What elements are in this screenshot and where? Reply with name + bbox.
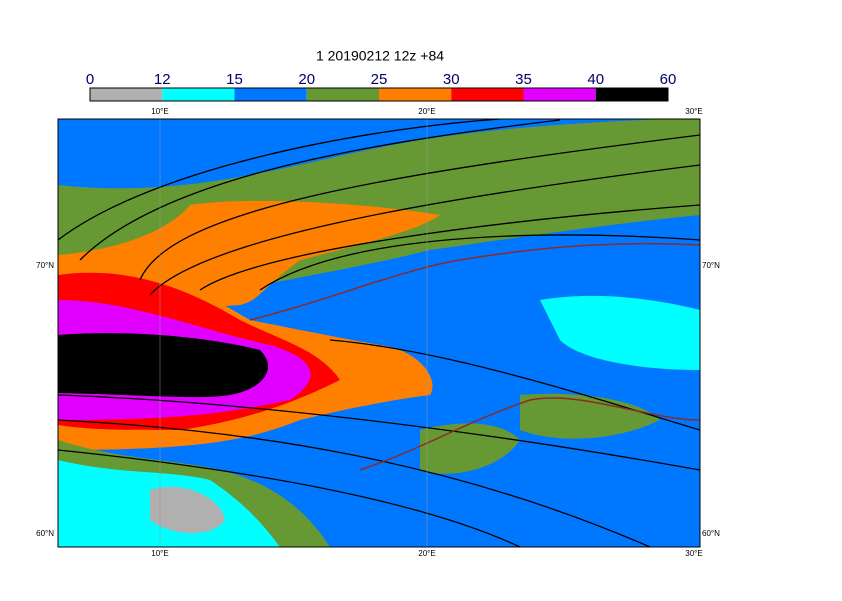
colorbar-segment [306,88,379,101]
colorbar: 0 12 15 20 25 30 35 40 60 [86,71,677,102]
lat-label: 70°N [702,261,720,270]
lat-label: 70°N [36,261,54,270]
lon-label: 10°E [151,549,168,558]
colorbar-segment [162,88,235,101]
coastline [249,242,700,471]
colorbar-label: 15 [226,71,243,88]
colorbar-segment [379,88,452,101]
colorbar-segment [234,88,307,101]
lat-label: 60°N [36,529,54,538]
colorbar-frame [89,87,669,102]
map-field [58,119,700,547]
title: 1 20190212 12z +84 [316,48,444,64]
colorbar-segment [595,88,668,101]
colorbar-segment [523,88,596,101]
colorbar-label: 60 [660,71,677,88]
isobars [58,119,700,547]
colorbar-label: 20 [298,71,315,88]
colorbar-segment [451,88,524,101]
colorbar-label: 25 [371,71,388,88]
colorbar-segment [90,88,163,101]
lon-label: 30°E [685,549,702,558]
colorbar-label: 35 [515,71,532,88]
map-frame [57,118,701,548]
lon-label: 20°E [418,107,435,116]
graticule [159,119,428,547]
colorbar-label: 30 [443,71,460,88]
colorbar-label: 0 [86,71,94,88]
lon-label: 10°E [151,107,168,116]
lon-label: 30°E [685,107,702,116]
colorbar-label: 12 [154,71,171,88]
lon-label: 20°E [418,549,435,558]
colorbar-label: 40 [587,71,604,88]
lat-label: 60°N [702,529,720,538]
